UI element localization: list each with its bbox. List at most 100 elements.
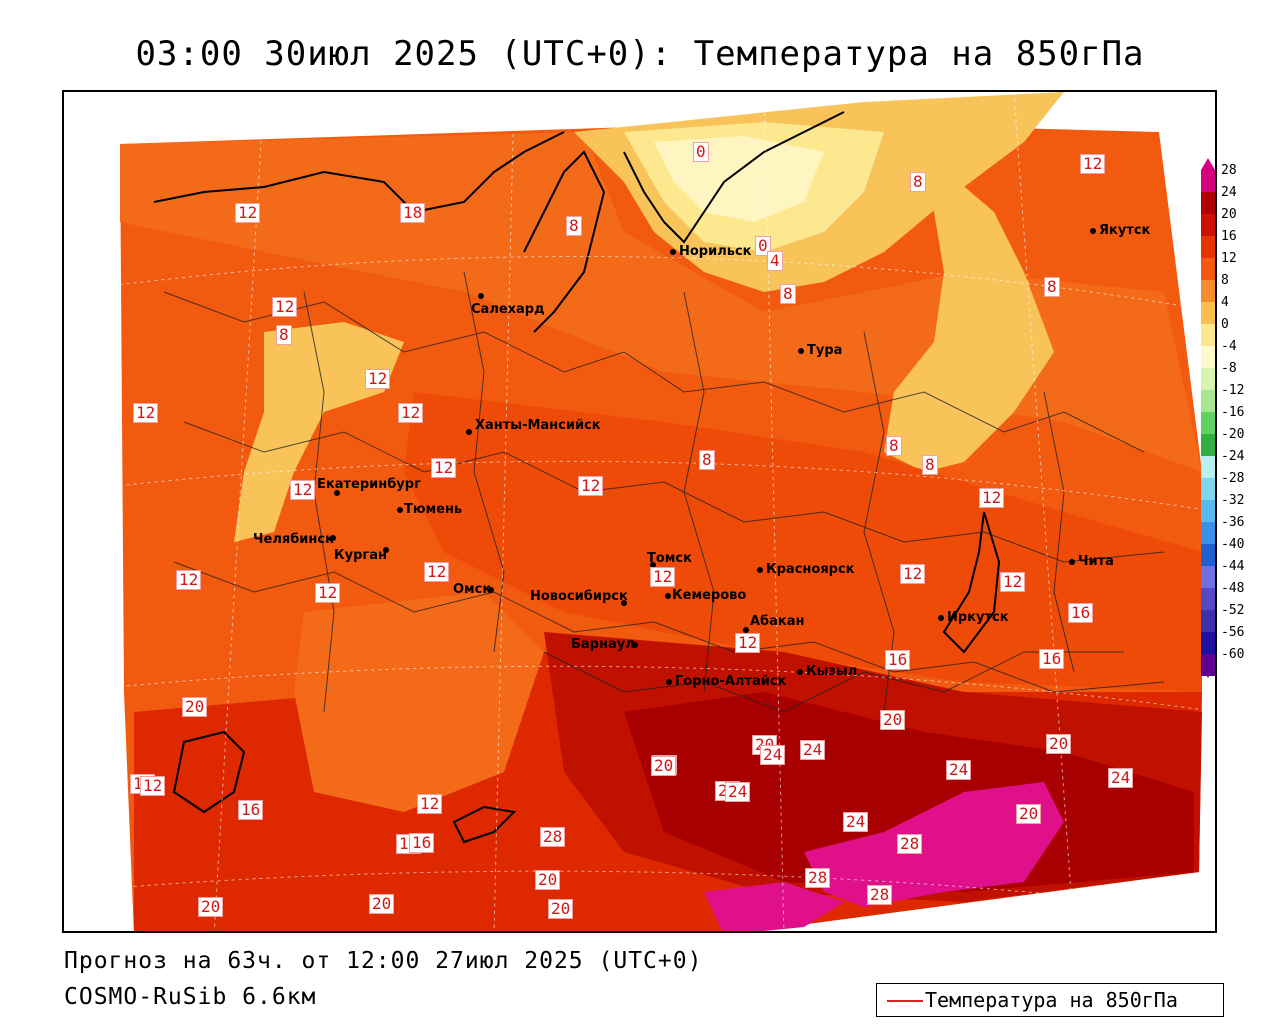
isotherm-label: 12 [140,776,166,796]
legend-label: Температура на 850гПа [925,988,1178,1012]
isotherm-label: 12 [1000,572,1026,592]
isotherm-label: 20 [651,756,677,776]
isotherm-label: 20 [1046,734,1072,754]
colorbar-segment [1201,522,1215,544]
city-label: Тюмень [404,502,463,517]
city-marker [1090,228,1096,234]
city-marker [383,547,389,553]
colorbar-label: -28 [1221,471,1245,486]
city-marker [478,293,484,299]
city-label: Горно-Алтайск [675,674,787,689]
isotherm-label: 20 [548,899,574,919]
city-marker [798,348,804,354]
city-label: Тура [807,343,843,358]
colorbar-label: -48 [1221,581,1245,596]
city-label: Ханты-Мансийск [475,418,601,433]
colorbar-segment [1201,390,1215,412]
isotherm-label: 12 [424,562,450,582]
isotherm-label: 28 [805,868,831,888]
isotherm-label: 0 [693,142,709,162]
isotherm-label: 12 [235,203,261,223]
city-marker [743,627,749,633]
city-marker [757,567,763,573]
isotherm-label: 8 [699,450,715,470]
isotherm-label: 12 [272,297,298,317]
cold-zone-ural [234,322,404,542]
city-marker [488,587,494,593]
city-marker [632,642,638,648]
colorbar-segment [1201,478,1215,500]
colorbar-segment [1201,170,1215,192]
colorbar-label: -4 [1221,339,1237,354]
colorbar-label: -40 [1221,537,1245,552]
city-marker [466,429,472,435]
city-marker [334,490,340,496]
colorbar-segment [1201,500,1215,522]
city-marker [397,507,403,513]
isotherm-label: 24 [725,782,751,802]
colorbar-segment [1201,324,1215,346]
colorbar-label: -52 [1221,603,1245,618]
colorbar-label: 4 [1221,295,1229,310]
colorbar-label: -24 [1221,449,1245,464]
colorbar: 28 24 20 16 12 8 4 0 -4 -8 -12 -16 -20 -24 -28 -32 -36 -4… [1199,158,1279,690]
isotherm-label: 8 [922,455,938,475]
isotherm-label: 12 [735,633,761,653]
isotherm-label: 18 [400,203,426,223]
temperature-map[interactable] [62,90,1217,933]
isotherm-label: 8 [1044,277,1060,297]
cold-zone-east [884,152,1054,472]
city-label: Абакан [750,614,805,629]
city-marker [1069,559,1075,565]
colorbar-label: 12 [1221,251,1237,266]
isotherm-label: 20 [369,894,395,914]
colorbar-label: 24 [1221,185,1237,200]
model-caption: COSMO-RuSib 6.6км [64,984,317,1010]
city-label: Екатеринбург [317,477,421,492]
colorbar-segment [1201,544,1215,566]
colorbar-label: 28 [1221,163,1237,178]
colorbar-segment [1201,632,1215,654]
colorbar-label: 0 [1221,317,1229,332]
isotherm-label: 16 [1039,649,1065,669]
isotherm-label: 12 [315,583,341,603]
isotherm-label: 0 [755,236,771,256]
isotherm-label: 12 [290,480,316,500]
map-title: 03:00 30июл 2025 (UTC+0): Температура на… [135,34,1145,74]
colorbar-label: -8 [1221,361,1237,376]
colorbar-segment [1201,302,1215,324]
city-label: Новосибирск [530,589,628,604]
isotherm-label: 24 [760,745,786,765]
extreme-heat-core [804,782,1064,907]
city-marker [938,615,944,621]
colorbar-label: -32 [1221,493,1245,508]
city-marker [666,679,672,685]
isotherm-label: 16 [885,650,911,670]
colorbar-segment [1201,412,1215,434]
city-marker [330,535,336,541]
city-label: Норильск [679,244,752,259]
colorbar-segment [1201,610,1215,632]
isotherm-label: 16 [409,833,435,853]
colorbar-label: -20 [1221,427,1245,442]
isotherm-label: 24 [843,812,869,832]
colorbar-segment [1201,346,1215,368]
city-label: Чита [1078,554,1114,569]
city-marker [665,593,671,599]
city-label: Иркутск [947,610,1009,625]
isotherm-label: 20 [880,710,906,730]
forecast-caption: Прогноз на 63ч. от 12:00 27июл 2025 (UTC… [64,948,703,974]
city-label: Кызыл [806,664,858,679]
isotherm-label: 24 [1108,768,1134,788]
colorbar-segment [1201,214,1215,236]
isotherm-label: 8 [276,325,292,345]
isotherm-label: 12 [176,570,202,590]
city-label: Кемерово [672,588,747,603]
city-marker [797,669,803,675]
colorbar-segment [1201,236,1215,258]
isotherm-label: 4 [767,251,783,271]
isotherm-label: 12 [1080,154,1106,174]
isotherm-label: 12 [900,564,926,584]
colorbar-label: -60 [1221,647,1245,662]
isotherm-label: 12 [979,488,1005,508]
